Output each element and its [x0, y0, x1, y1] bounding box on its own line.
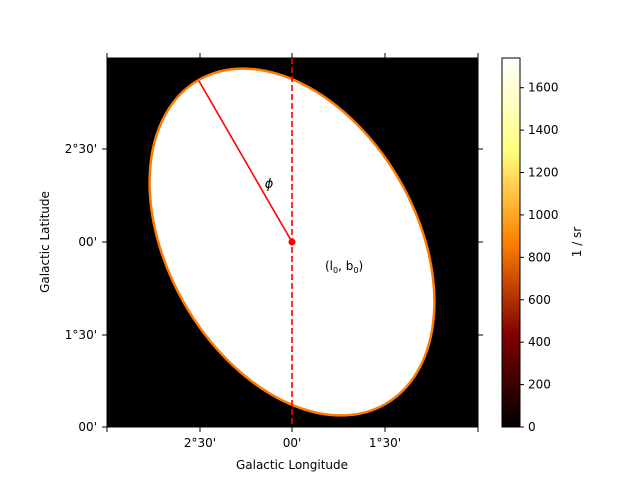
x-axis-label: Galactic Longitude [236, 458, 348, 472]
colorbar-tick-label: 800 [528, 250, 551, 264]
image-panel: ϕ (l0, b0) [106, 57, 479, 428]
y-tick-labels: 2°30' 00' 1°30' 00' [65, 142, 97, 434]
colorbar-ticks: 0 200 400 600 800 1000 1200 1400 1600 [520, 81, 559, 434]
colorbar-tick-label: 1200 [528, 166, 559, 180]
colorbar-tick-label: 1000 [528, 208, 559, 222]
y-tick-label: 00' [78, 235, 97, 249]
x-tick-labels: 2°30' 00' 1°30' [184, 436, 401, 450]
axis-ticks [102, 53, 483, 432]
y-tick-label: 00' [78, 420, 97, 434]
colorbar-tick-label: 600 [528, 293, 551, 307]
colorbar-label: 1 / sr [570, 227, 584, 258]
colorbar: 0 200 400 600 800 1000 1200 1400 1600 1 / sr [501, 57, 584, 434]
x-tick-label: 1°30' [369, 436, 401, 450]
colorbar-gradient [501, 57, 521, 428]
center-label: (l0, b0) [325, 259, 363, 275]
center-marker [288, 238, 296, 246]
colorbar-tick-label: 400 [528, 335, 551, 349]
x-tick-label: 2°30' [184, 436, 216, 450]
position-angle-line [198, 80, 293, 243]
y-axis-label: Galactic Latitude [38, 191, 52, 293]
colorbar-tick-label: 0 [528, 420, 536, 434]
colorbar-tick-label: 200 [528, 378, 551, 392]
y-tick-label: 1°30' [65, 328, 97, 342]
y-tick-label: 2°30' [65, 142, 97, 156]
colorbar-tick-label: 1400 [528, 123, 559, 137]
phi-label: ϕ [265, 177, 274, 192]
colorbar-tick-label: 1600 [528, 81, 559, 95]
x-tick-label: 00' [283, 436, 302, 450]
